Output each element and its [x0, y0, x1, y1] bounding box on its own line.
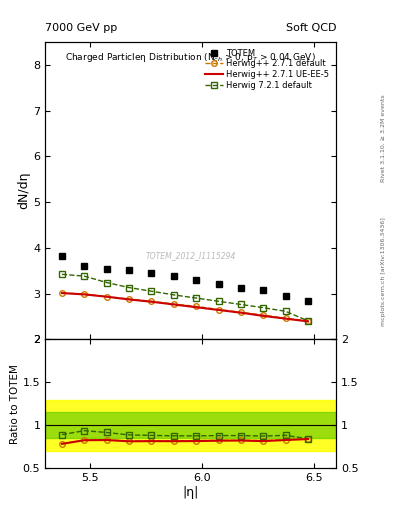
Herwig++ 2.7.1 UE-EE-5 [194, 304, 198, 310]
Herwig++ 2.7.1 default [194, 303, 198, 309]
TOTEM [127, 267, 131, 273]
Herwig++ 2.7.1 default [261, 312, 266, 318]
TOTEM [239, 285, 243, 291]
Herwig 7.2.1 default [261, 305, 266, 311]
Herwig++ 2.7.1 default [239, 309, 243, 315]
TOTEM [283, 293, 288, 299]
Herwig 7.2.1 default [60, 271, 64, 278]
Line: TOTEM: TOTEM [59, 252, 312, 304]
Herwig++ 2.7.1 default [82, 291, 87, 297]
Herwig++ 2.7.1 default [283, 315, 288, 321]
TOTEM [261, 287, 266, 293]
Herwig++ 2.7.1 UE-EE-5 [171, 302, 176, 308]
Herwig 7.2.1 default [283, 308, 288, 314]
Herwig++ 2.7.1 UE-EE-5 [82, 291, 87, 297]
TOTEM [194, 276, 198, 283]
Text: Charged Particleη Distribution (N$_{ch}$ > 0, p$_{T}$ > 0.04 GeV): Charged Particleη Distribution (N$_{ch}$… [65, 51, 316, 64]
Herwig++ 2.7.1 UE-EE-5 [306, 318, 310, 325]
Text: mcplots.cern.ch [arXiv:1306.3436]: mcplots.cern.ch [arXiv:1306.3436] [381, 217, 386, 326]
Y-axis label: Ratio to TOTEM: Ratio to TOTEM [10, 364, 20, 444]
Herwig++ 2.7.1 UE-EE-5 [127, 296, 131, 303]
X-axis label: |η|: |η| [182, 486, 199, 499]
Line: Herwig++ 2.7.1 default: Herwig++ 2.7.1 default [59, 290, 311, 324]
Herwig 7.2.1 default [216, 298, 221, 304]
Herwig++ 2.7.1 UE-EE-5 [105, 294, 109, 300]
Herwig++ 2.7.1 UE-EE-5 [261, 313, 266, 319]
Herwig++ 2.7.1 UE-EE-5 [239, 310, 243, 316]
TOTEM [216, 281, 221, 287]
Herwig 7.2.1 default [105, 280, 109, 286]
Text: TOTEM_2012_I1115294: TOTEM_2012_I1115294 [145, 251, 236, 261]
Herwig 7.2.1 default [82, 273, 87, 279]
Text: 7000 GeV pp: 7000 GeV pp [45, 23, 118, 33]
Line: Herwig 7.2.1 default: Herwig 7.2.1 default [59, 271, 312, 325]
Herwig++ 2.7.1 default [149, 298, 154, 304]
Herwig++ 2.7.1 UE-EE-5 [149, 298, 154, 305]
Herwig 7.2.1 default [306, 318, 310, 324]
Herwig 7.2.1 default [171, 292, 176, 298]
Herwig++ 2.7.1 default [171, 301, 176, 307]
Herwig 7.2.1 default [149, 288, 154, 294]
Herwig++ 2.7.1 UE-EE-5 [283, 315, 288, 322]
Legend: TOTEM, Herwig++ 2.7.1 default, Herwig++ 2.7.1 UE-EE-5, Herwig 7.2.1 default: TOTEM, Herwig++ 2.7.1 default, Herwig++ … [202, 46, 332, 92]
Herwig++ 2.7.1 UE-EE-5 [216, 307, 221, 313]
Text: Soft QCD: Soft QCD [286, 23, 336, 33]
Herwig 7.2.1 default [127, 285, 131, 291]
TOTEM [105, 266, 109, 272]
TOTEM [60, 252, 64, 259]
TOTEM [149, 270, 154, 276]
Herwig++ 2.7.1 default [127, 296, 131, 302]
Herwig++ 2.7.1 default [60, 290, 64, 296]
Text: Rivet 3.1.10, ≥ 3.2M events: Rivet 3.1.10, ≥ 3.2M events [381, 94, 386, 182]
Y-axis label: dN/dη: dN/dη [17, 172, 30, 209]
Herwig 7.2.1 default [194, 295, 198, 301]
Herwig++ 2.7.1 default [216, 307, 221, 313]
Line: Herwig++ 2.7.1 UE-EE-5: Herwig++ 2.7.1 UE-EE-5 [62, 293, 308, 322]
Herwig++ 2.7.1 default [105, 294, 109, 300]
TOTEM [82, 263, 87, 269]
TOTEM [171, 273, 176, 279]
Herwig++ 2.7.1 default [306, 318, 310, 324]
Herwig 7.2.1 default [239, 302, 243, 308]
Herwig++ 2.7.1 UE-EE-5 [60, 290, 64, 296]
TOTEM [306, 298, 310, 304]
